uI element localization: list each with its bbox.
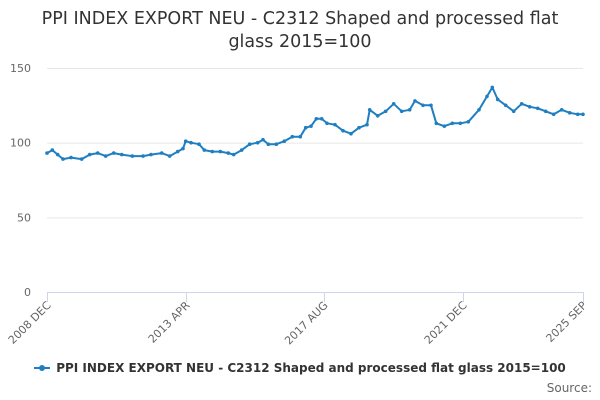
data-point — [314, 117, 319, 121]
data-point — [421, 103, 425, 108]
x-tick-label: 2021 DEC — [422, 299, 470, 347]
data-point — [149, 152, 153, 157]
data-point — [407, 108, 412, 112]
data-point — [399, 109, 404, 114]
series-group — [45, 85, 585, 161]
data-point — [266, 142, 271, 146]
data-point — [183, 139, 188, 143]
data-point — [511, 109, 516, 114]
legend[interactable]: PPI INDEX EXPORT NEU - C2312 Shaped and … — [0, 361, 600, 376]
data-point — [226, 151, 231, 155]
chart-title-line-1: PPI INDEX EXPORT NEU - C2312 Shaped and … — [41, 9, 559, 29]
data-point — [442, 124, 447, 128]
data-point — [141, 154, 145, 158]
data-point — [325, 121, 329, 126]
x-tick-label: 2013 APR — [146, 299, 193, 346]
data-point — [175, 149, 180, 154]
data-point — [95, 151, 100, 155]
credits[interactable]: Source: — [546, 381, 592, 395]
data-point — [429, 103, 433, 108]
y-tick-label: 100 — [10, 137, 31, 150]
grid-lines — [47, 68, 583, 219]
data-point — [167, 154, 172, 158]
data-point — [466, 120, 471, 124]
data-point — [581, 112, 585, 117]
data-point — [181, 146, 185, 151]
data-point — [375, 114, 380, 118]
data-point — [130, 154, 135, 158]
data-point — [87, 152, 92, 157]
legend-item[interactable]: PPI INDEX EXPORT NEU - C2312 Shaped and … — [34, 361, 566, 375]
data-point — [309, 124, 313, 128]
y-tick-label: 0 — [24, 286, 31, 299]
data-point — [159, 151, 164, 155]
data-point — [319, 117, 324, 121]
data-point — [45, 151, 49, 155]
legend-label: PPI INDEX EXPORT NEU - C2312 Shaped and … — [56, 361, 566, 375]
data-point — [383, 109, 388, 114]
data-point — [341, 128, 345, 133]
data-point — [202, 148, 207, 152]
data-point — [239, 148, 244, 152]
data-point — [567, 111, 572, 115]
data-point — [458, 121, 463, 126]
data-point — [434, 121, 439, 126]
chart-title: PPI INDEX EXPORT NEU - C2312 Shaped and … — [0, 8, 600, 54]
data-point — [527, 105, 532, 109]
data-point — [50, 148, 55, 152]
x-axis: 2008 DEC 2013 APR 2017 AUG 2021 DEC 2025 SEP — [6, 292, 590, 347]
data-point — [197, 142, 201, 146]
data-point — [218, 149, 223, 154]
series-line — [46, 86, 584, 161]
data-point — [247, 142, 252, 146]
data-point — [349, 131, 353, 136]
data-point — [477, 108, 481, 112]
data-point — [575, 112, 580, 117]
data-point — [290, 134, 295, 139]
data-point — [111, 151, 116, 155]
data-point — [298, 134, 303, 139]
data-point — [79, 157, 84, 161]
data-point — [103, 154, 108, 158]
data-point — [303, 125, 308, 130]
data-point — [261, 137, 265, 142]
data-point — [450, 121, 455, 126]
data-point — [255, 140, 260, 145]
y-tick-label: 150 — [10, 62, 31, 75]
data-point — [61, 157, 65, 161]
y-axis: 0 50 100 150 — [10, 62, 31, 299]
data-point — [69, 155, 73, 160]
data-point — [55, 152, 60, 157]
data-point — [485, 94, 489, 99]
x-tick-label: 2008 DEC — [6, 299, 54, 347]
data-point — [231, 152, 236, 157]
data-point — [551, 112, 556, 117]
data-point — [357, 125, 361, 130]
x-tick-label: 2025 SEP — [544, 299, 590, 345]
data-point — [535, 106, 540, 111]
y-tick-label: 50 — [17, 211, 31, 224]
data-point — [391, 102, 396, 106]
data-point — [490, 85, 495, 90]
data-point — [543, 109, 548, 114]
x-tick-label: 2017 AUG — [282, 299, 331, 348]
data-point — [333, 122, 337, 127]
data-point — [189, 140, 193, 145]
data-point — [559, 108, 564, 112]
data-point — [367, 108, 372, 112]
data-point — [495, 97, 500, 102]
data-point — [119, 152, 124, 157]
data-point — [365, 122, 369, 127]
data-point — [503, 103, 508, 108]
data-point — [519, 102, 524, 106]
legend-swatch-icon — [34, 363, 51, 373]
data-point — [274, 142, 279, 146]
chart-title-line-2: glass 2015=100 — [228, 32, 372, 52]
data-point — [413, 99, 417, 103]
data-point — [210, 149, 215, 154]
data-point — [282, 139, 287, 143]
